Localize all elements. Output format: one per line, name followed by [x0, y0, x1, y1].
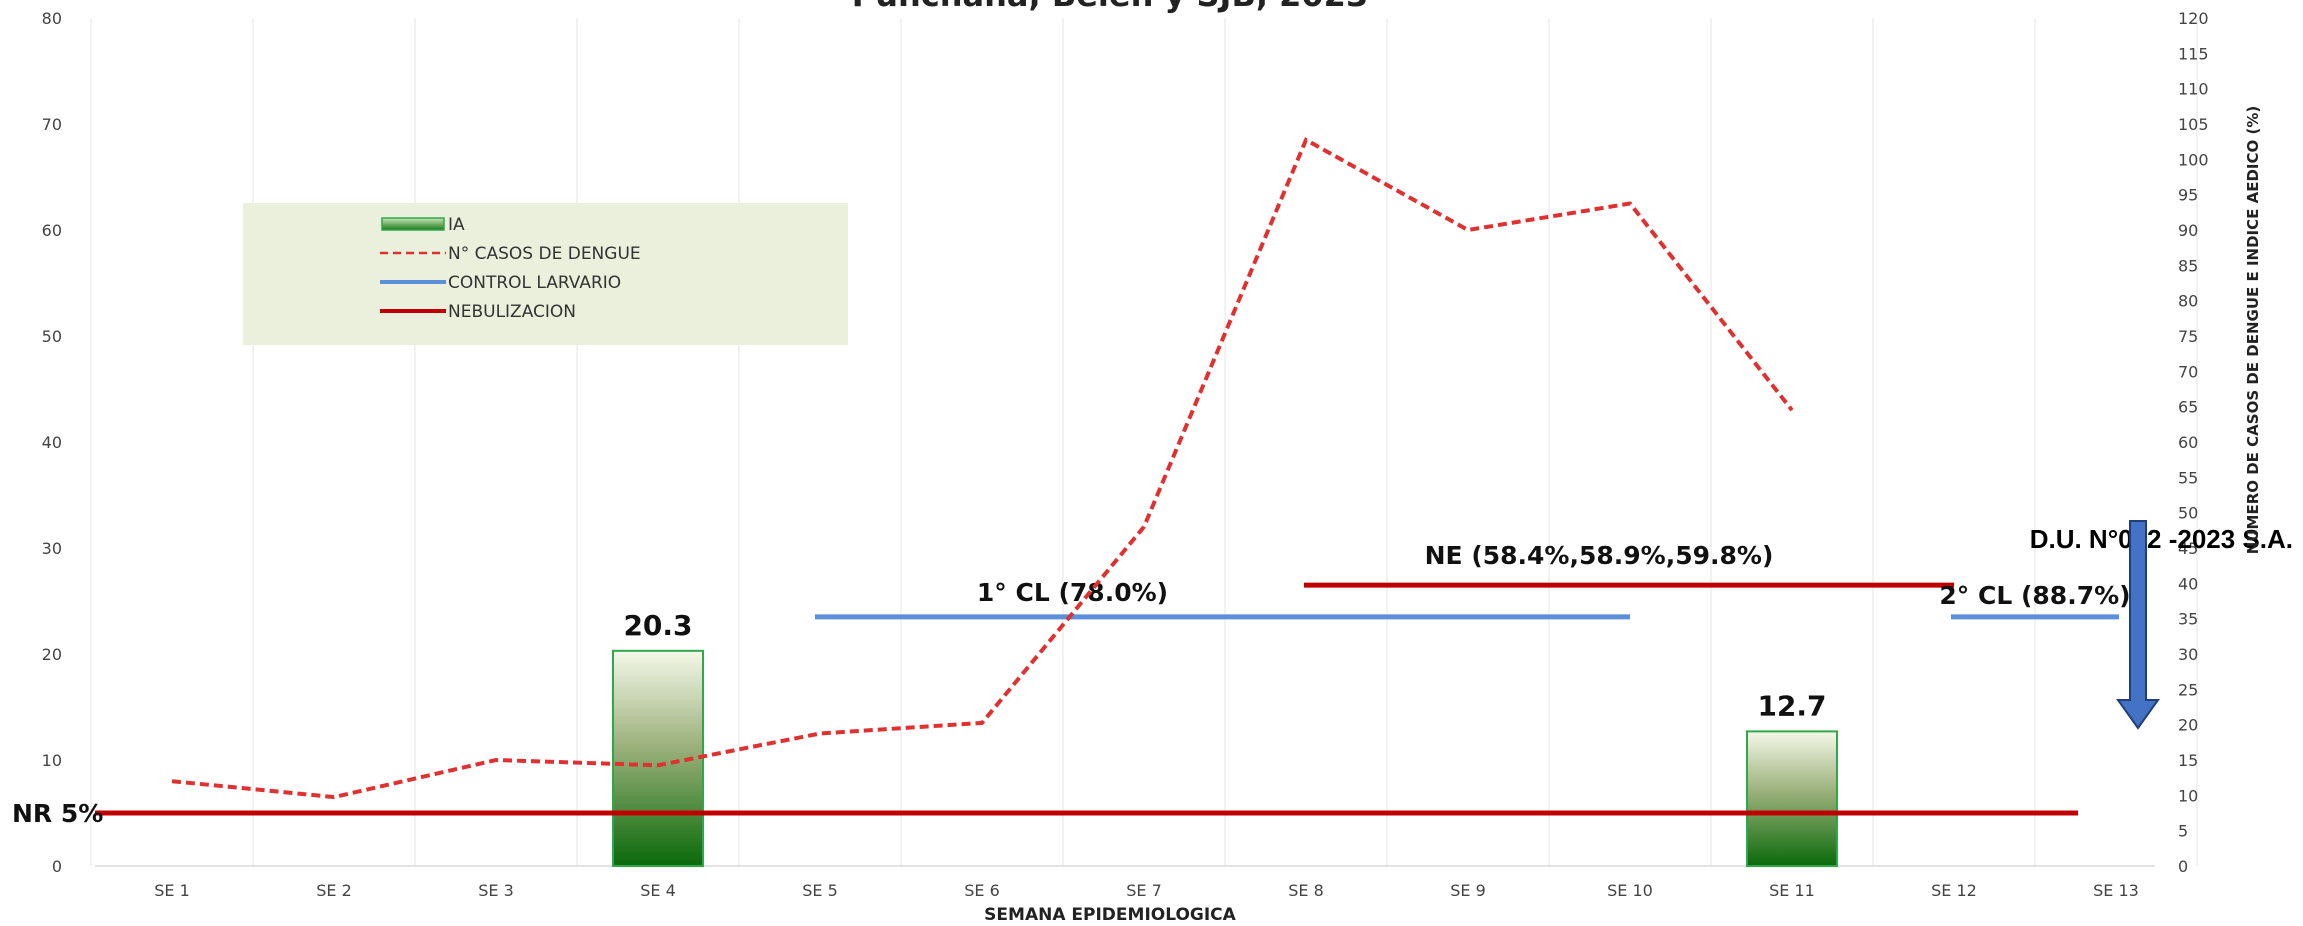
y-right-axis-title: NUMERO DE CASOS DE DENGUE E INDICE AEDIC…	[2244, 106, 2262, 554]
right-axis: 0 5 10 15 20 25 30 35 40 45 50 55 60 65 70 75 80 85 90 95 10…	[2178, 9, 2209, 876]
chart-title: Punchana, Belén y SJB, 2023	[852, 0, 1368, 14]
legend-label: N° CASOS DE DENGUE	[448, 244, 641, 264]
y-right-tick-label: 55	[2178, 468, 2198, 487]
x-tick-label: SE 10	[1607, 881, 1653, 900]
y-left-tick-label: 20	[42, 645, 62, 664]
y-left-tick-label: 50	[42, 327, 62, 346]
y-right-tick-label: 100	[2178, 150, 2209, 169]
x-tick-label: SE 3	[478, 881, 514, 900]
y-right-tick-label: 70	[2178, 362, 2198, 381]
x-tick-label: SE 6	[964, 881, 1000, 900]
bar-value-label: 12.7	[1757, 689, 1826, 722]
y-right-tick-label: 15	[2178, 751, 2198, 770]
y-right-tick-label: 80	[2178, 292, 2198, 311]
du-annotation-label: D.U. N°002 -2023 S.A.	[2030, 524, 2293, 554]
down-arrow	[2116, 520, 2160, 730]
y-left-tick-label: 60	[42, 221, 62, 240]
y-right-tick-label: 40	[2178, 574, 2198, 593]
chart-title-group: Punchana, Belén y SJB, 2023	[852, 0, 1368, 14]
y-left-tick-label: 10	[42, 751, 62, 770]
x-axis-title: SEMANA EPIDEMIOLOGICA	[984, 905, 1236, 925]
x-axis: SE 1 SE 2 SE 3 SE 4 SE 5 SE 6 SE 7 SE 8 SE 9 SE 1…	[95, 865, 2155, 900]
bar	[1746, 730, 1838, 867]
y-right-tick-label: 5	[2178, 822, 2188, 841]
x-tick-label: SE 9	[1450, 881, 1486, 900]
y-right-tick-label: 105	[2178, 115, 2209, 134]
y-right-tick-label: 20	[2178, 716, 2198, 735]
y-right-tick-label: 30	[2178, 645, 2198, 664]
x-tick-label: SE 13	[2093, 881, 2139, 900]
y-left-tick-label: 30	[42, 539, 62, 558]
y-right-tick-label: 35	[2178, 610, 2198, 629]
y-right-tick-label: 65	[2178, 398, 2198, 417]
reference-line-label: 1° CL (78.0%)	[977, 578, 1168, 607]
x-tick-label: SE 1	[154, 881, 190, 900]
y-right-tick-label: 95	[2178, 186, 2198, 205]
reference-line-label: NR 5%	[12, 799, 103, 828]
x-tick-label: SE 4	[640, 881, 676, 900]
y-right-tick-label: 110	[2178, 80, 2209, 99]
y-right-tick-label: 45	[2178, 539, 2198, 558]
x-tick-label: SE 7	[1126, 881, 1162, 900]
x-tick-label: SE 11	[1769, 881, 1815, 900]
y-right-tick-label: 0	[2178, 857, 2188, 876]
left-axis: 0 10 20 30 40 50 60 70 80	[42, 9, 62, 876]
x-tick-label: SE 12	[1931, 881, 1977, 900]
y-left-tick-label: 70	[42, 115, 62, 134]
bar-value-label: 20.3	[623, 609, 692, 642]
legend: IA N° CASOS DE DENGUE CONTROL LARVARIO NEBU…	[243, 203, 848, 345]
gridlines	[90, 18, 2198, 866]
legend-background	[243, 203, 848, 345]
y-right-tick-label: 75	[2178, 327, 2198, 346]
y-right-tick-label: 90	[2178, 221, 2198, 240]
legend-label: IA	[448, 215, 465, 235]
y-right-tick-label: 115	[2178, 44, 2209, 63]
y-right-tick-label: 50	[2178, 504, 2198, 523]
legend-bar-swatch	[381, 217, 445, 231]
y-right-tick-label: 120	[2178, 9, 2209, 28]
legend-label: CONTROL LARVARIO	[448, 273, 621, 293]
reference-line-label: NE (58.4%,58.9%,59.8%)	[1425, 541, 1774, 570]
x-tick-label: SE 8	[1288, 881, 1324, 900]
x-tick-label: SE 5	[802, 881, 838, 900]
reference-line-label: 2° CL (88.7%)	[1939, 581, 2130, 610]
y-right-tick-label: 25	[2178, 680, 2198, 699]
annotations: D.U. N°002 -2023 S.A.	[2030, 520, 2293, 730]
y-left-tick-label: 80	[42, 9, 62, 28]
x-tick-label: SE 2	[316, 881, 352, 900]
y-right-tick-label: 60	[2178, 433, 2198, 452]
y-left-tick-label: 0	[52, 857, 62, 876]
legend-label: NEBULIZACION	[448, 302, 576, 322]
y-left-tick-label: 40	[42, 433, 62, 452]
reference-lines: NR 5% 1° CL (78.0%) NE (58.4%,58.9%,59.8%)…	[12, 541, 2131, 828]
y-right-tick-label: 10	[2178, 786, 2198, 805]
dengue-cases-line	[171, 137, 1794, 800]
y-right-tick-label: 85	[2178, 256, 2198, 275]
